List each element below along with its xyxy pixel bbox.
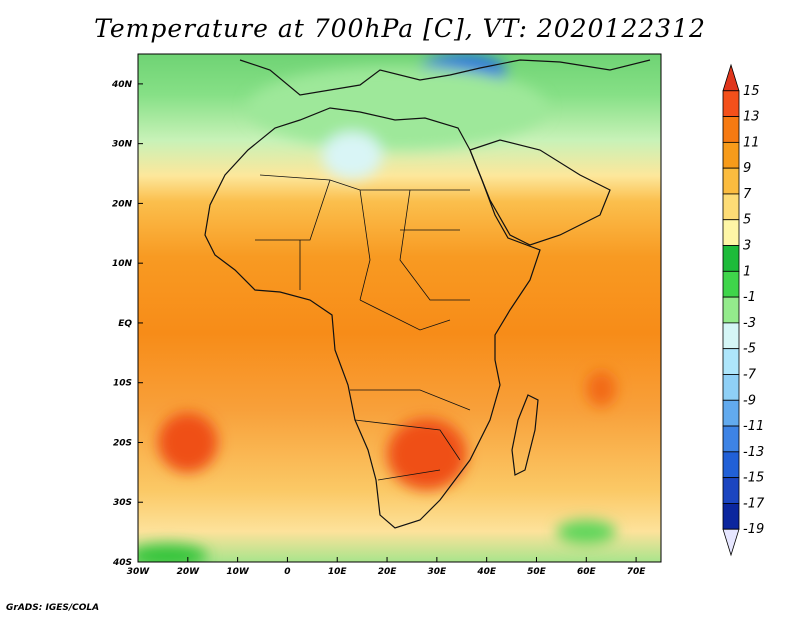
lat-tick-label: 20N: [112, 199, 133, 209]
colorbar-segment: [722, 374, 740, 401]
lon-tick-label: 0: [284, 567, 290, 577]
colorbar-label: 9: [743, 161, 751, 176]
colorbar-label: -3: [743, 316, 756, 331]
colorbar-label: 13: [743, 110, 760, 125]
lon-tick-label: 10W: [226, 567, 250, 577]
lat-tick-label: 20S: [113, 438, 132, 448]
colorbar-segment: [722, 348, 740, 375]
colorbar-segment: [722, 90, 740, 117]
colorbar-segment: [722, 322, 740, 350]
lat-tick-label: 40N: [111, 80, 133, 90]
colorbar-label: -9: [743, 393, 756, 408]
madagascar-coastline: [511, 394, 539, 476]
temperature-field: [138, 54, 661, 562]
colorbar-label: 1: [743, 264, 751, 279]
country-borders: [255, 174, 471, 481]
coastlines: [204, 59, 651, 529]
colorbar-segment: [722, 528, 740, 557]
colorbar-segment: [722, 425, 740, 453]
colorbar-label: 3: [743, 239, 751, 254]
colorbar-segment: [722, 116, 740, 143]
europe-coastline: [239, 59, 651, 96]
colorbar-label: -7: [743, 367, 757, 382]
colorbar-segment: [722, 63, 740, 92]
lon-tick-label: 70E: [627, 567, 647, 577]
colorbar-segment: [722, 451, 740, 479]
lat-tick-label: 10S: [113, 379, 132, 389]
warm-southern-africa: [387, 418, 467, 491]
colorbar-label: -1: [743, 290, 756, 305]
colorbar-segment: [722, 193, 740, 221]
colorbar: 15 13 11 9 7 5 3 1 -1 -3 -5 -7 -9 -11 -13 -15 -17 -19: [722, 63, 765, 557]
colorbar-segment: [722, 296, 740, 324]
lon-tick-label: 30W: [127, 567, 151, 577]
colorbar-label: 7: [743, 187, 752, 202]
colorbar-label: 11: [743, 135, 760, 150]
colorbar-label: -5: [743, 342, 756, 357]
lon-tick-label: 50E: [527, 567, 547, 577]
lat-tick-label: EQ: [118, 319, 132, 329]
africa-coastline: [204, 107, 541, 529]
lon-tick-label: 40E: [476, 567, 497, 577]
colorbar-segment: [722, 270, 740, 298]
lon-tick-label: 20W: [177, 567, 201, 577]
chart-title: Temperature at 700hPa [C], VT: 202012231…: [94, 14, 706, 43]
colorbar-label: -11: [743, 419, 764, 434]
colorbar-label: 15: [743, 84, 760, 99]
warm-indian-ocean: [586, 370, 617, 407]
colorbar-label: -19: [743, 522, 764, 537]
latitude-axis: 40N 30N 20N 10N EQ 10S 20S 30S 40S: [111, 80, 143, 568]
map-frame: [137, 53, 662, 563]
lat-tick-label: 30N: [112, 140, 133, 150]
credit-text: GrADS: IGES/COLA: [6, 603, 100, 613]
lat-tick-label: 10N: [112, 259, 133, 269]
lat-tick-label: 40S: [112, 558, 132, 568]
lon-tick-label: 20E: [378, 567, 398, 577]
colorbar-label: 5: [743, 213, 751, 228]
lon-tick-label: 60E: [577, 567, 597, 577]
lat-tick-label: 30S: [113, 498, 132, 508]
colorbar-segment: [722, 503, 740, 530]
cool-north-band: [247, 65, 547, 150]
colorbar-segment: [722, 167, 740, 195]
colorbar-label: -17: [743, 496, 765, 511]
cool-southern-ocean-east: [556, 520, 617, 545]
arabia-coastline: [469, 139, 611, 246]
colorbar-segment: [722, 399, 740, 427]
longitude-axis: 30W 20W 10W 0 10E 20E 30E 40E 50E 60E 70E: [127, 557, 647, 577]
lon-tick-label: 30E: [428, 567, 448, 577]
colorbar-segment: [722, 219, 740, 246]
lon-tick-label: 10E: [328, 567, 348, 577]
colorbar-label: -15: [743, 471, 764, 486]
cool-southern-ocean-west: [138, 544, 208, 562]
colorbar-segment: [722, 141, 740, 169]
cool-sahara-patch: [322, 131, 383, 180]
colorbar-label: -13: [743, 445, 764, 460]
colorbar-segment: [722, 245, 740, 272]
warm-south-atlantic: [157, 412, 218, 473]
colorbar-segment: [722, 477, 740, 504]
